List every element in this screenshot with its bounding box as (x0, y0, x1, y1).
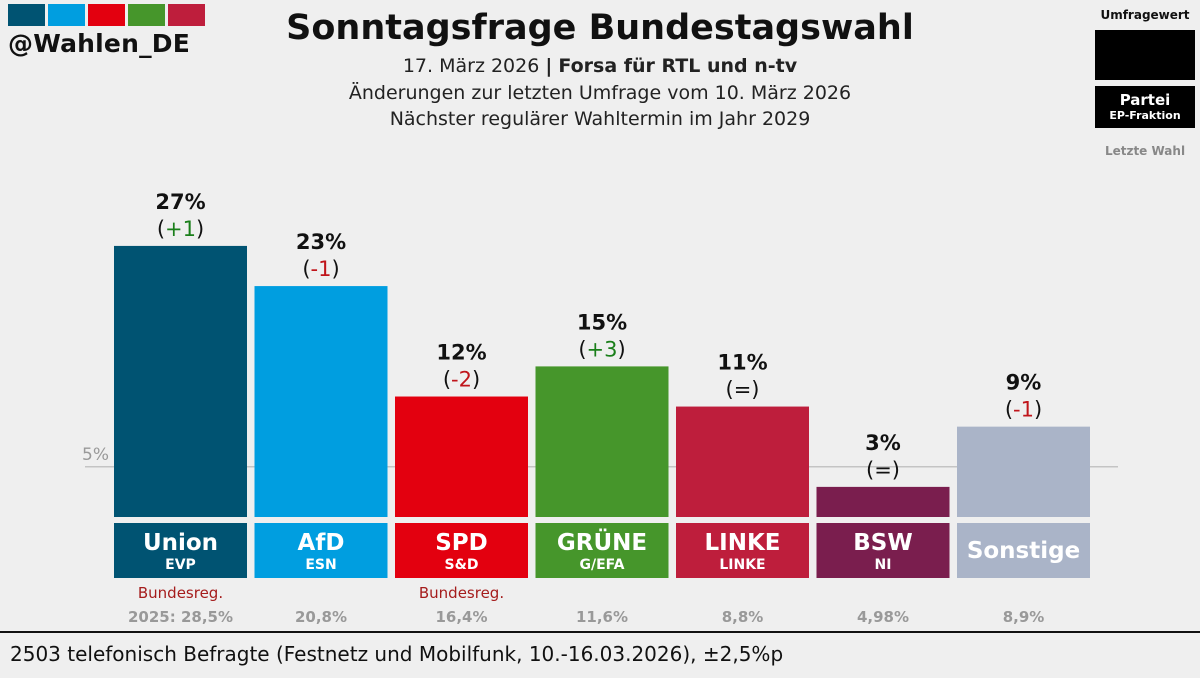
party-group-bsw: NI (875, 557, 892, 573)
note-union: Bundesreg. (138, 584, 223, 602)
poll-separator: | (545, 55, 553, 77)
footer-text: 2503 telefonisch Befragte (Festnetz und … (10, 642, 784, 666)
legend-last-election: Letzte Wahl (1104, 144, 1186, 158)
legend-group: EP-Fraktion (1109, 108, 1181, 122)
value-label-linke: 11% (717, 351, 767, 375)
last-election-gr-ne: 11,6% (576, 608, 628, 626)
party-group-spd: S&D (445, 557, 479, 573)
party-name-linke: LINKE (705, 530, 781, 556)
brand-stripe-2 (88, 4, 125, 26)
legend-value-box (1095, 30, 1195, 80)
note-spd: Bundesreg. (419, 584, 504, 602)
party-name-bsw: BSW (853, 530, 912, 556)
last-election-union: 2025: 28,5% (128, 608, 233, 626)
bar-gr-ne (535, 366, 669, 517)
change-label-spd: (-2) (443, 368, 480, 392)
pollster: Forsa für RTL und n-tv (558, 55, 798, 77)
value-label-spd: 12% (436, 341, 486, 365)
value-label-union: 27% (155, 190, 205, 214)
bar-afd (254, 286, 388, 517)
bar-union (114, 245, 247, 518)
poll-info: 17. März 2026 | Forsa für RTL und n-tv (0, 55, 1200, 77)
bar-bsw (816, 486, 950, 517)
change-label-union: (+1) (157, 217, 204, 241)
legend-party-box: Partei EP-Fraktion (1095, 86, 1195, 128)
party-box-afd (254, 523, 388, 578)
brand-logo: @Wahlen_DE (8, 4, 205, 58)
party-group-linke: LINKE (719, 557, 765, 573)
change-label-gr-ne: (+3) (578, 337, 625, 361)
change-label-sonstige: (-1) (1005, 398, 1042, 422)
bar-group-sonstige: 9% (-1) Sonstige 8,9% (957, 371, 1090, 626)
value-label-gr-ne: 15% (577, 310, 627, 334)
change-label-afd: (-1) (302, 257, 339, 281)
party-box-spd (395, 523, 528, 578)
footer: 2503 telefonisch Befragte (Festnetz und … (0, 631, 1200, 678)
bar-spd (395, 396, 528, 517)
last-election-linke: 8,8% (722, 608, 764, 626)
party-name-union: Union (143, 530, 218, 556)
brand-color-stripe (8, 4, 205, 26)
threshold-label: 5% (82, 445, 109, 465)
chart-title: Sonntagsfrage Bundestagswahl (286, 8, 914, 48)
change-note: Änderungen zur letzten Umfrage vom 10. M… (348, 82, 852, 104)
party-box-gr-ne (535, 523, 669, 578)
party-box-sonstige (957, 523, 1090, 578)
party-group-union: EVP (165, 557, 196, 573)
party-group-afd: ESN (305, 557, 336, 573)
party-name-spd: SPD (435, 530, 488, 556)
value-label-sonstige: 9% (1006, 371, 1042, 395)
legend: Umfragewert Partei EP-Fraktion Letzte Wa… (1095, 8, 1195, 158)
next-election: Nächster regulärer Wahltermin im Jahr 20… (389, 108, 811, 130)
last-election-spd: 16,4% (435, 608, 487, 626)
party-box-linke (676, 523, 809, 578)
change-label-linke: (=) (725, 378, 759, 402)
legend-title: Umfragewert (1100, 8, 1190, 22)
brand-stripe-0 (8, 4, 45, 26)
party-box-bsw (816, 523, 950, 578)
party-name-gr-ne: GRÜNE (557, 528, 647, 556)
brand-handle: @Wahlen_DE (8, 29, 191, 58)
value-label-afd: 23% (296, 230, 346, 254)
bar-linke (676, 406, 809, 517)
poll-date: 17. März 2026 (402, 55, 540, 77)
party-name-sonstige: Sonstige (967, 538, 1080, 564)
change-label-bsw: (=) (866, 458, 900, 482)
bar-sonstige (957, 426, 1090, 517)
last-election-sonstige: 8,9% (1003, 608, 1045, 626)
party-group-gr-ne: G/EFA (580, 557, 625, 573)
brand-stripe-3 (128, 4, 165, 26)
party-box-union (114, 523, 247, 578)
value-label-bsw: 3% (865, 431, 901, 455)
last-election-afd: 20,8% (295, 608, 347, 626)
legend-party: Partei (1119, 90, 1171, 109)
brand-stripe-4 (168, 4, 205, 26)
last-election-bsw: 4,98% (857, 608, 909, 626)
brand-stripe-1 (48, 4, 85, 26)
party-name-afd: AfD (298, 530, 345, 556)
